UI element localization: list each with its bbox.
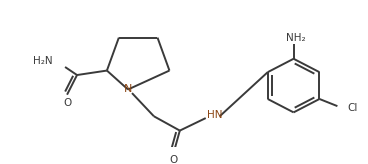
Text: O: O [170,155,178,164]
Text: O: O [63,98,71,108]
Text: H₂N: H₂N [33,56,53,66]
Text: NH₂: NH₂ [286,33,305,43]
Text: N: N [124,84,132,94]
Text: HN: HN [207,110,222,120]
Text: Cl: Cl [347,103,358,113]
